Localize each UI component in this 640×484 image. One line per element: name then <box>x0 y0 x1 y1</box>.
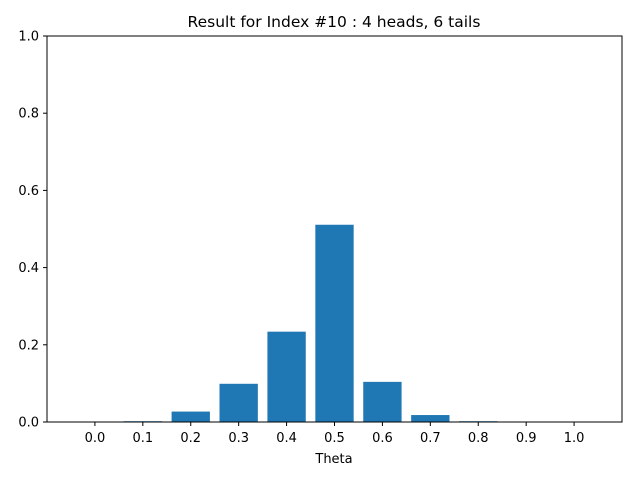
x-tick-label: 0.3 <box>228 431 249 446</box>
x-tick-label: 0.0 <box>85 431 106 446</box>
bars-group <box>123 224 498 422</box>
x-tick-label: 0.5 <box>324 431 345 446</box>
plot-frame <box>46 35 623 423</box>
x-tick-label: 0.6 <box>372 431 393 446</box>
x-tick-label: 0.4 <box>276 431 297 446</box>
y-tick-label: 0.2 <box>18 338 39 353</box>
x-tick-label: 0.9 <box>516 431 537 446</box>
chart-title: Result for Index #10 : 4 heads, 6 tails <box>188 13 481 31</box>
bar-0.3 <box>219 383 258 422</box>
y-tick-label: 0.0 <box>18 416 39 431</box>
x-tick-label: 0.7 <box>420 431 441 446</box>
y-tick-label: 0.4 <box>18 261 39 276</box>
x-tick-label: 0.1 <box>132 431 153 446</box>
y-tick-label: 0.8 <box>18 107 39 122</box>
bar-0.7 <box>411 415 450 422</box>
y-axis-ticks: 0.0 0.2 0.4 0.6 0.8 1.0 <box>18 30 47 431</box>
y-tick-label: 0.6 <box>18 184 39 199</box>
x-axis-ticks: 0.0 0.1 0.2 0.3 0.4 0.5 0.6 0.7 0.8 0.9 1.0 <box>85 422 585 446</box>
y-tick-label: 1.0 <box>18 30 39 45</box>
bar-0.5 <box>315 224 354 422</box>
x-tick-label: 1.0 <box>564 431 585 446</box>
bar-0.2 <box>171 411 210 422</box>
bar-0.6 <box>363 381 402 422</box>
x-tick-label: 0.2 <box>180 431 201 446</box>
x-axis-title: Theta <box>314 452 352 467</box>
x-tick-label: 0.8 <box>468 431 489 446</box>
bar-0.4 <box>267 331 306 422</box>
